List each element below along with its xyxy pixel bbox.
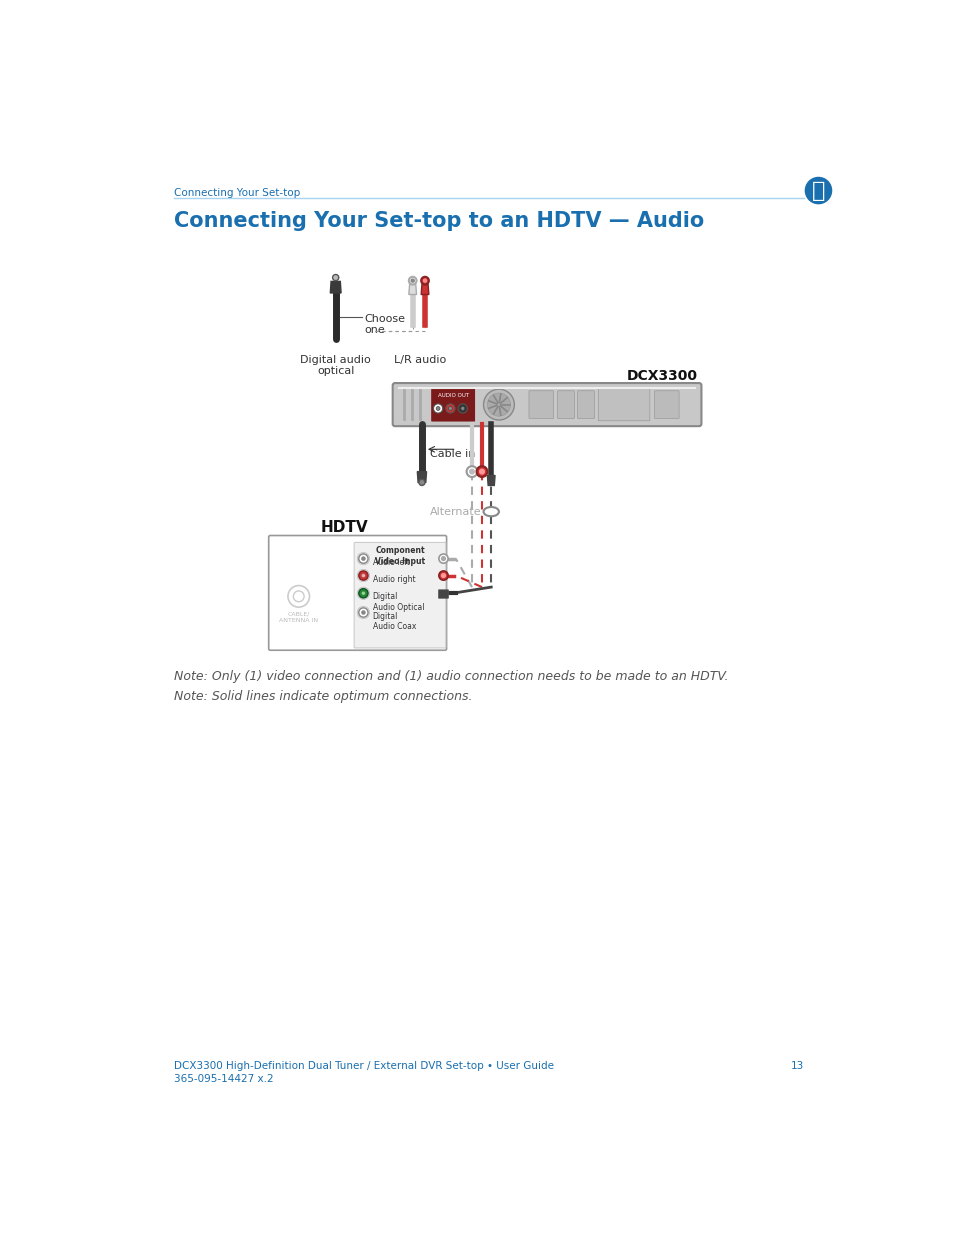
Text: Digital audio
optical: Digital audio optical (300, 354, 371, 377)
Circle shape (460, 406, 464, 410)
Circle shape (356, 606, 369, 619)
Text: Connecting Your Set-top to an HDTV — Audio: Connecting Your Set-top to an HDTV — Aud… (173, 211, 703, 231)
Text: Connecting Your Set-top: Connecting Your Set-top (173, 188, 300, 199)
Circle shape (361, 592, 365, 595)
Text: Audio right: Audio right (373, 574, 415, 584)
Circle shape (358, 589, 368, 598)
FancyBboxPatch shape (393, 383, 700, 426)
Text: Note: Only (1) video connection and (1) audio connection needs to be made to an : Note: Only (1) video connection and (1) … (173, 671, 728, 683)
Circle shape (356, 552, 369, 564)
Circle shape (438, 571, 448, 580)
Circle shape (479, 469, 484, 474)
Text: 365-095-14427 x.2: 365-095-14427 x.2 (173, 1073, 274, 1084)
Circle shape (334, 275, 336, 279)
Circle shape (476, 466, 487, 477)
Circle shape (358, 571, 368, 580)
Circle shape (409, 277, 416, 284)
Polygon shape (416, 472, 426, 483)
FancyBboxPatch shape (528, 390, 553, 419)
Text: Audio left: Audio left (373, 558, 409, 567)
Circle shape (333, 274, 338, 280)
Ellipse shape (483, 508, 498, 516)
Text: Digital
Audio Optical: Digital Audio Optical (373, 593, 424, 611)
Text: Digital
Audio Coax: Digital Audio Coax (373, 611, 416, 631)
FancyBboxPatch shape (654, 390, 679, 419)
Text: Cable in: Cable in (429, 450, 475, 459)
Circle shape (448, 406, 452, 410)
Polygon shape (409, 284, 416, 294)
Circle shape (361, 573, 365, 578)
FancyBboxPatch shape (354, 542, 445, 648)
Circle shape (469, 469, 474, 474)
Circle shape (423, 279, 426, 282)
FancyBboxPatch shape (598, 389, 649, 421)
FancyBboxPatch shape (557, 390, 574, 419)
Circle shape (361, 610, 365, 615)
Circle shape (418, 479, 425, 485)
Text: DCX3300 High-Definition Dual Tuner / External DVR Set-top • User Guide: DCX3300 High-Definition Dual Tuner / Ext… (173, 1061, 554, 1071)
Text: Choose
one: Choose one (364, 314, 405, 336)
Polygon shape (420, 284, 429, 294)
FancyBboxPatch shape (577, 390, 594, 419)
Circle shape (483, 389, 514, 420)
Circle shape (487, 393, 510, 416)
Text: Component
Video Input: Component Video Input (375, 546, 425, 566)
Text: Alternate: Alternate (430, 506, 481, 516)
Circle shape (356, 587, 369, 599)
Circle shape (356, 569, 369, 582)
FancyBboxPatch shape (438, 590, 448, 598)
Text: 13: 13 (790, 1061, 803, 1071)
Text: AUDIO OUT: AUDIO OUT (437, 393, 468, 398)
Circle shape (411, 279, 414, 282)
Circle shape (436, 406, 439, 410)
Circle shape (438, 555, 448, 563)
Circle shape (441, 573, 445, 578)
Text: HDTV: HDTV (321, 520, 369, 535)
Circle shape (293, 592, 304, 601)
Circle shape (433, 404, 442, 412)
Text: DCX3300: DCX3300 (626, 369, 697, 383)
Circle shape (288, 585, 309, 608)
Circle shape (441, 557, 445, 561)
Circle shape (420, 277, 429, 284)
Text: Note: Solid lines indicate optimum connections.: Note: Solid lines indicate optimum conne… (173, 690, 472, 703)
Text: CABLE/
ANTENNA IN: CABLE/ ANTENNA IN (279, 611, 318, 622)
Circle shape (445, 404, 455, 412)
Text: Ⓜ: Ⓜ (811, 180, 824, 200)
Circle shape (466, 466, 476, 477)
Circle shape (361, 557, 365, 561)
Polygon shape (330, 282, 341, 293)
Circle shape (804, 178, 831, 204)
FancyBboxPatch shape (269, 536, 446, 651)
Polygon shape (487, 475, 495, 485)
Circle shape (358, 608, 368, 618)
Text: L/R audio: L/R audio (394, 354, 446, 364)
Circle shape (358, 555, 368, 563)
Circle shape (457, 404, 467, 412)
FancyBboxPatch shape (431, 388, 475, 421)
